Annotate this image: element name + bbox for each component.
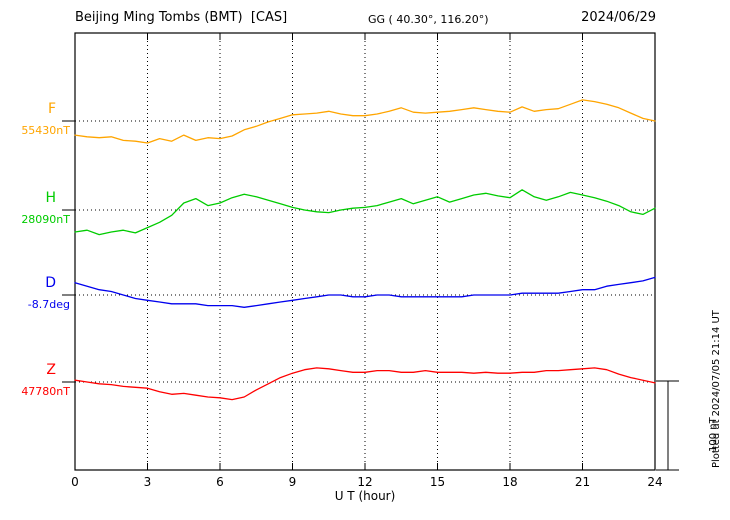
x-tick-label: 9 [289,475,297,489]
plot-border [74,32,656,471]
trace-baseline-value-H: 28090nT [21,213,70,226]
trace-baseline-value-F: 55430nT [21,124,70,137]
plotted-at-note: Plotted at 2024/07/05 21:14 UT [711,310,722,468]
trace-baseline-value-Z: 47780nT [21,385,70,398]
trace-D [74,276,656,308]
trace-letter-H: H [45,190,56,206]
trace-letter-Z: Z [46,362,56,378]
x-tick-label: 21 [575,475,590,489]
station-coordinates: GG ( 40.30°, 116.20°) [368,13,489,26]
trace-H [74,189,656,236]
scale-annotation: 100 nT 0.5 deg [684,414,730,452]
x-tick-label: 12 [357,475,372,489]
trace-Z [74,367,656,401]
x-axis-label: U T (hour) [334,489,396,503]
x-tick-label: 0 [71,475,79,489]
x-tick-label: 24 [647,475,662,489]
x-tick-label: 15 [430,475,445,489]
x-tick-label: 3 [144,475,152,489]
trace-baseline-value-D: -8.7deg [27,298,70,311]
trace-letter-D: D [45,275,56,291]
x-tick-label: 6 [216,475,224,489]
plot-date: 2024/06/29 [581,10,656,25]
x-tick-label: 18 [502,475,517,489]
trace-letter-F: F [47,101,56,117]
station-title: Beijing Ming Tombs (BMT) [CAS] [75,10,288,25]
trace-F [74,99,656,144]
